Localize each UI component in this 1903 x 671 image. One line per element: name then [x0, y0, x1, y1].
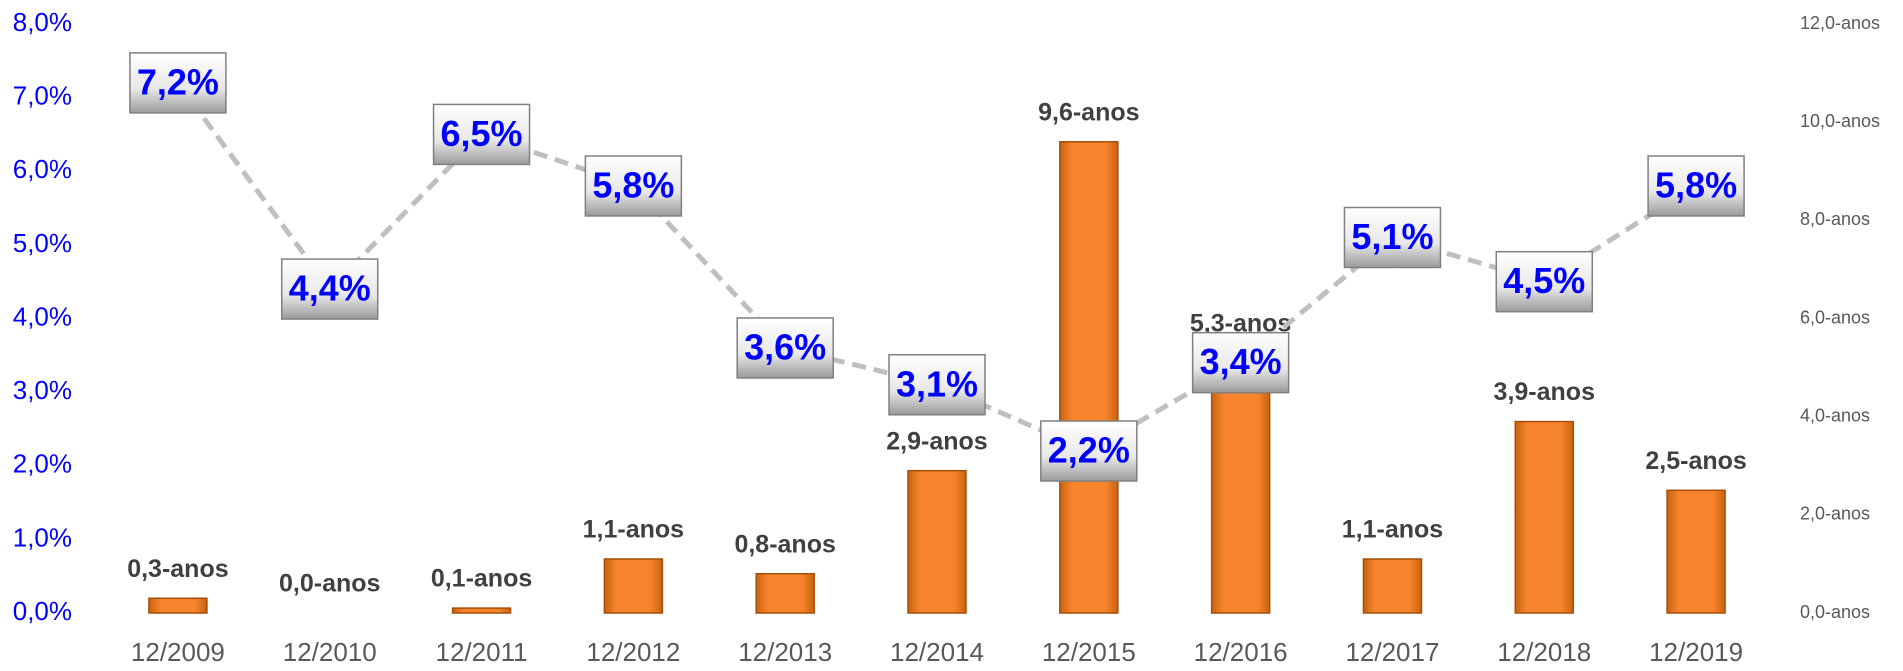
x-tick-label: 12/2012 [586, 637, 680, 667]
x-tick-label: 12/2017 [1345, 637, 1439, 667]
bar [1666, 489, 1726, 614]
y-tick-label: 2,0% [13, 449, 72, 479]
line-label-box [1191, 331, 1290, 394]
line-label-box [129, 52, 227, 114]
line-label-box [432, 103, 531, 166]
line-label-box [1040, 420, 1138, 482]
y2-tick-label: 12,0-anos [1800, 13, 1880, 33]
bar-value-label: 0,1-anos [431, 565, 532, 593]
bar [1362, 558, 1423, 614]
x-tick-label: 12/2013 [738, 637, 832, 667]
line-value-label: 6,5% [441, 113, 523, 154]
line-value-label: 3,4% [1200, 341, 1282, 382]
bar [451, 607, 512, 614]
bar [907, 469, 967, 614]
line-label-box [584, 155, 683, 217]
line-value-label: 5,1% [1351, 216, 1433, 257]
line-value-label: 4,4% [289, 268, 371, 309]
y2-tick-label: 2,0-anos [1800, 504, 1870, 524]
line-label-box [1495, 250, 1594, 313]
line-label-box [1647, 155, 1745, 217]
x-tick-label: 12/2011 [436, 637, 528, 667]
bar-value-label: 9,6-anos [1038, 98, 1139, 126]
y-tick-label: 3,0% [13, 375, 72, 405]
bar-value-label: 2,9-anos [886, 427, 987, 455]
y-tick-label: 5,0% [13, 228, 72, 258]
bar [148, 597, 208, 614]
line-value-label: 5,8% [1655, 164, 1737, 205]
line-label-box [736, 317, 834, 379]
bar-value-label: 3,9-anos [1494, 378, 1595, 406]
x-tick-label: 12/2009 [131, 637, 225, 667]
y-tick-label: 4,0% [13, 301, 72, 331]
line-label-box [888, 354, 986, 416]
line-value-label: 3,6% [744, 326, 826, 367]
y2-tick-label: 8,0-anos [1800, 209, 1870, 229]
bar-value-label: 2,5-anos [1645, 447, 1746, 475]
y-tick-label: 6,0% [13, 154, 72, 184]
line-value-label: 4,5% [1503, 260, 1585, 301]
bar [1210, 352, 1271, 614]
x-tick-label: 12/2019 [1649, 637, 1743, 667]
y2-tick-label: 0,0-anos [1800, 602, 1870, 622]
line-value-label: 7,2% [137, 61, 219, 102]
x-tick-label: 12/2016 [1194, 637, 1288, 667]
y2-tick-label: 10,0-anos [1800, 111, 1880, 131]
y-tick-label: 7,0% [13, 81, 72, 111]
y-tick-label: 8,0% [13, 7, 72, 37]
bar-value-label: 1,1-anos [1342, 516, 1443, 544]
line [175, 81, 1698, 454]
bar [1059, 141, 1119, 614]
line-value-label: 2,2% [1048, 430, 1130, 471]
line-label-box [280, 258, 379, 320]
x-tick-label: 12/2018 [1497, 637, 1591, 667]
y-tick-label: 0,0% [13, 596, 72, 626]
bar [1514, 420, 1575, 614]
x-tick-label: 12/2010 [283, 637, 377, 667]
y2-tick-label: 6,0-anos [1800, 307, 1870, 327]
bar-value-label: 1,1-anos [583, 516, 684, 544]
x-tick-label: 12/2014 [890, 637, 984, 667]
bar-value-label: 0,8-anos [734, 530, 835, 558]
bar-value-label: 0,3-anos [127, 555, 228, 583]
y-tick-label: 1,0% [13, 522, 72, 552]
bar [755, 572, 815, 614]
bar [603, 558, 664, 614]
x-tick-label: 12/2015 [1042, 637, 1136, 667]
line-value-label: 3,1% [896, 363, 978, 404]
y2-tick-label: 4,0-anos [1800, 405, 1870, 425]
line-value-label: 5,8% [592, 164, 674, 205]
line-label-box [1343, 206, 1442, 269]
bar-value-label: 0,0-anos [279, 570, 380, 598]
